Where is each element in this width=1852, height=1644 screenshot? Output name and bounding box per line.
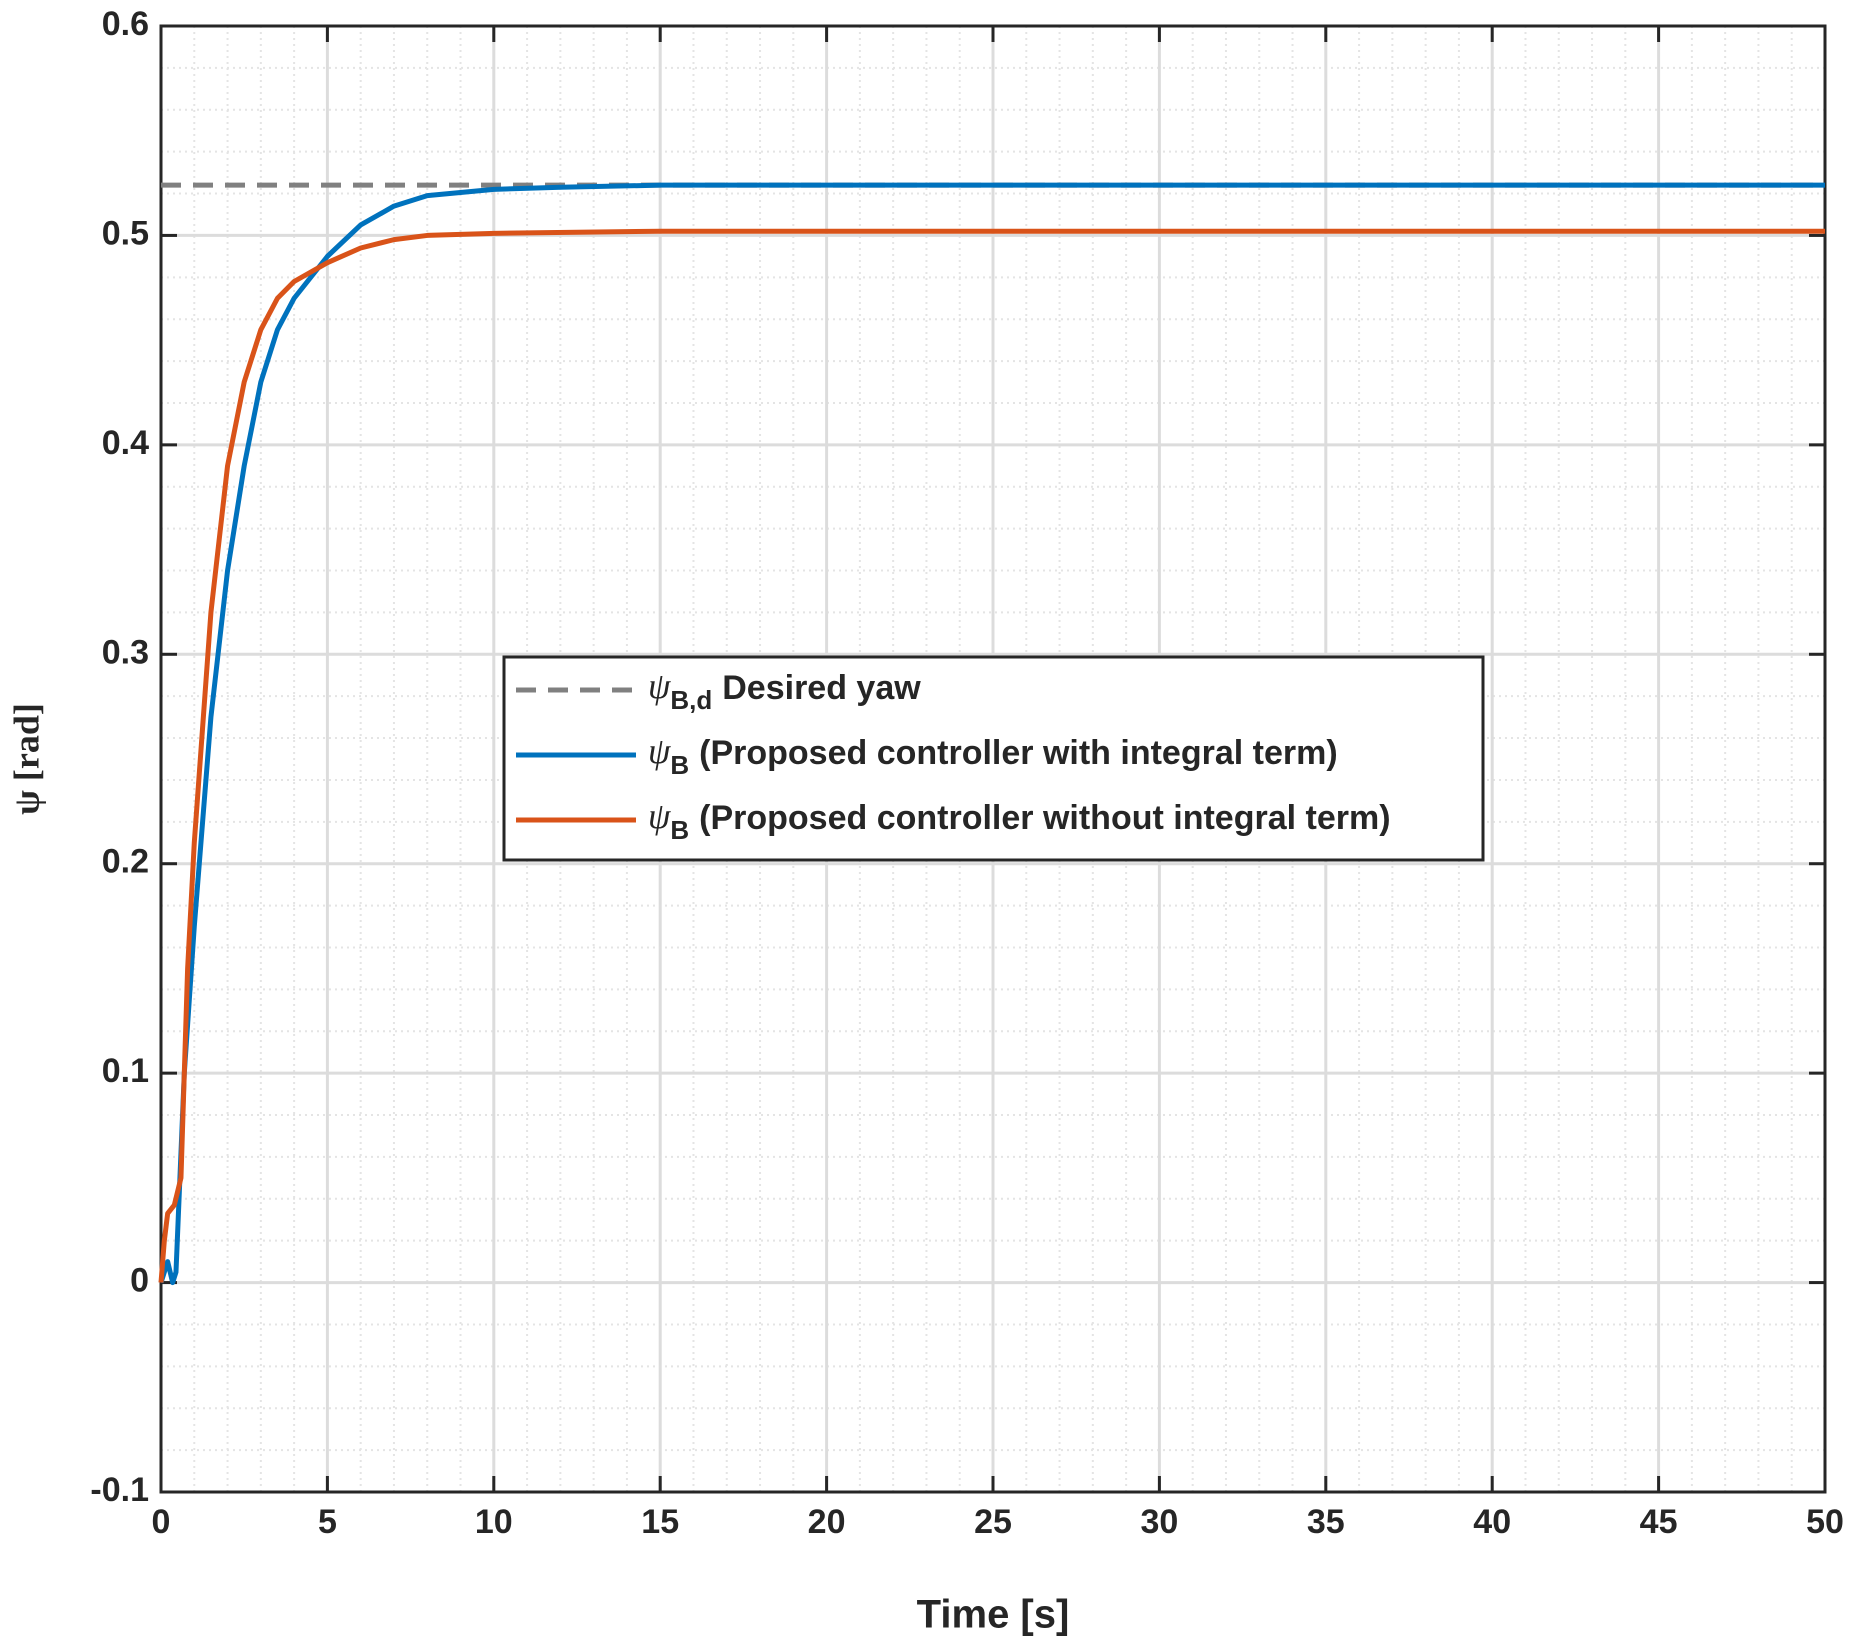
legend-subscript: B [670,815,689,845]
legend-name: Desired yaw [722,669,921,707]
legend-subscript: B [670,750,689,780]
y-tick-label: 0.3 [102,633,149,671]
legend-symbol: ψ [648,666,671,706]
x-tick-label: 5 [318,1503,337,1541]
legend-name: (Proposed controller with integral term) [699,734,1338,772]
legend-subscript: B,d [670,685,712,715]
legend-label: ψB,d Desired yaw [648,666,921,715]
legend-box [502,655,1485,862]
x-tick-label: 50 [1806,1503,1844,1541]
y-tick-label: 0 [130,1262,149,1300]
y-tick-label: 0.6 [102,5,149,43]
x-tick-label: 15 [641,1503,679,1541]
x-tick-label: 10 [475,1503,513,1541]
legend-symbol: ψ [648,731,671,771]
y-tick-label: 0.1 [102,1052,149,1090]
y-tick-label: 0.4 [102,424,149,462]
x-tick-label: 45 [1640,1503,1678,1541]
legend-label: ψB (Proposed controller with integral ter… [648,731,1338,780]
legend-label: ψB (Proposed controller without integral … [648,796,1391,845]
y-tick-label: 0.5 [102,214,149,252]
x-tick-label: 25 [974,1503,1012,1541]
y-tick-label: -0.1 [90,1471,149,1509]
x-tick-label: 30 [1140,1503,1178,1541]
legend-name: (Proposed controller without integral te… [699,799,1390,837]
y-axis-label: ψ [rad] [6,703,46,815]
series-line [158,228,1825,1283]
y-tick-label: 0.2 [102,843,149,881]
x-tick-label: 0 [152,1503,171,1541]
x-tick-label: 40 [1473,1503,1511,1541]
x-tick-label: 20 [808,1503,846,1541]
plot-frame [159,24,1827,1494]
x-axis-label: Time [s] [917,1593,1070,1637]
legend-symbol: ψ [648,796,671,836]
x-tick-label: 35 [1307,1503,1345,1541]
series-line [158,182,1825,1286]
